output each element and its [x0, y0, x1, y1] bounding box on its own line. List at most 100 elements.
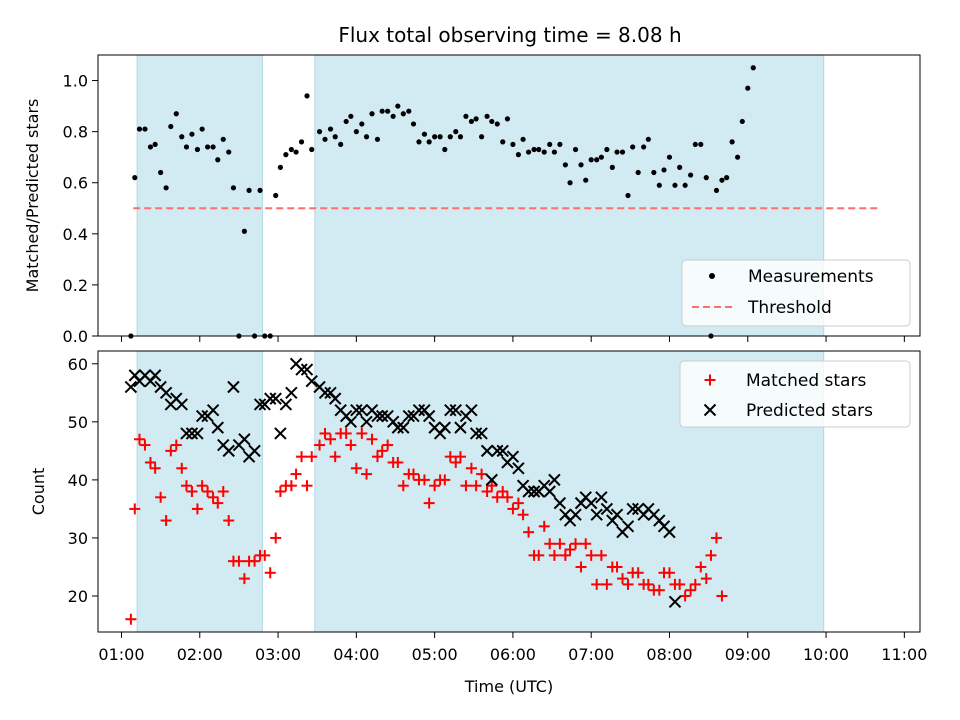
matched-star-point	[695, 561, 707, 573]
measurement-point	[651, 169, 657, 176]
predicted-star-point	[527, 485, 541, 498]
predicted-star-point	[496, 444, 509, 458]
measurement-point	[557, 141, 563, 148]
bottom-panel: 20 30 40 50 60 01:00 02:00 03:00 04:00 05:00 06:0…	[29, 350, 927, 696]
measurement-point	[332, 134, 338, 140]
predicted-star-point	[318, 386, 332, 400]
predicted-star-point	[469, 427, 483, 440]
matched-star-point	[517, 509, 529, 521]
measurement-point	[226, 149, 232, 155]
predicted-star-point	[600, 502, 614, 516]
matched-star-point	[642, 578, 654, 590]
measurement-point	[359, 121, 365, 127]
measurement-point	[132, 175, 138, 181]
matched-star-point	[270, 532, 282, 544]
matched-star-point	[481, 486, 493, 497]
matched-star-point	[439, 474, 451, 486]
measurement-point	[390, 113, 396, 119]
y-tick-label: 60	[68, 355, 88, 374]
matched-star-point	[716, 590, 728, 602]
top-y-axis-label: Matched/Predicted stars	[23, 99, 42, 293]
predicted-star-point	[668, 595, 682, 609]
top-y-ticks: 0.0 0.2 0.4 0.6 0.8 1.0	[63, 72, 98, 346]
matched-star-point	[700, 573, 712, 585]
measurement-point	[666, 154, 673, 160]
measurement-point	[210, 144, 216, 150]
y-tick-label: 1.0	[63, 72, 88, 91]
measurement-point	[136, 126, 143, 132]
measurement-point	[672, 182, 678, 188]
measurement-point	[531, 146, 537, 153]
legend-predicted-marker	[703, 403, 717, 417]
measurement-point	[750, 65, 756, 71]
matched-star-point	[570, 538, 582, 550]
matched-star-point	[356, 427, 368, 439]
predicted-star-point	[621, 520, 635, 533]
measurement-point	[348, 113, 354, 119]
predicted-star-point	[610, 508, 624, 521]
measurement-point	[484, 113, 490, 119]
predicted-star-point	[300, 363, 314, 376]
matched-star-point	[165, 445, 177, 457]
matched-star-point	[476, 468, 488, 480]
measurement-point	[327, 126, 334, 132]
predicted-star-point	[663, 525, 676, 539]
matched-star-point	[191, 503, 203, 515]
matched-star-point	[689, 578, 701, 590]
measurement-point	[625, 192, 631, 199]
measurement-point	[713, 187, 720, 193]
measurement-point	[199, 126, 205, 132]
matched-star-point	[264, 567, 276, 579]
matched-star-point	[548, 549, 560, 561]
predicted-star-point	[569, 508, 582, 521]
measurement-point	[604, 146, 610, 153]
matched-star-point	[361, 468, 373, 480]
matched-star-point	[371, 451, 383, 463]
bottom-x-ticks: 01:00 02:00 03:00 04:00 05:00 06:00 07:00 08:00…	[98, 632, 927, 664]
legend-threshold-label: Threshold	[747, 298, 832, 318]
top-x-ticks	[120, 336, 905, 342]
measurement-point	[641, 144, 647, 150]
matched-star-point	[382, 439, 394, 451]
y-tick-label: 0.8	[63, 123, 88, 142]
measurement-points	[128, 65, 756, 339]
chart-title: Flux total observing time = 8.08 h	[338, 23, 681, 47]
matched-star-point	[454, 451, 466, 463]
shaded-interval-0	[136, 54, 263, 337]
legend-matched-label: Matched stars	[746, 371, 866, 391]
matched-star-point	[585, 549, 597, 561]
matched-star-point	[710, 532, 722, 544]
matched-star-point	[170, 439, 182, 451]
matched-star-point	[340, 427, 352, 439]
predicted-star-point	[506, 450, 520, 463]
matched-star-point	[212, 497, 224, 509]
matched-star-point	[663, 567, 675, 579]
predicted-star-point	[264, 392, 277, 405]
predicted-star-point	[391, 421, 405, 434]
matched-star-point	[196, 480, 208, 492]
x-tick-label: 01:00	[98, 645, 144, 664]
measurement-point	[400, 111, 406, 117]
y-tick-label: 0.4	[63, 225, 88, 244]
legend-measurements-marker	[709, 273, 715, 279]
predicted-star-point	[454, 421, 467, 434]
matched-star-point	[285, 480, 297, 492]
measurement-point	[142, 126, 148, 132]
predicted-star-point	[360, 415, 373, 429]
predicted-star-point	[553, 496, 567, 510]
x-tick-label: 02:00	[177, 645, 223, 664]
matched-star-point	[538, 520, 550, 532]
y-tick-label: 0.2	[63, 276, 88, 295]
measurement-point	[205, 144, 211, 150]
matched-star-point	[314, 439, 326, 451]
predicted-star-point	[626, 502, 639, 516]
matched-star-point	[470, 480, 482, 492]
predicted-star-point	[548, 473, 561, 487]
measurement-point	[562, 162, 568, 168]
measurement-point	[463, 113, 469, 119]
matched-star-point	[444, 451, 456, 463]
bottom-y-axis-label: Count	[29, 468, 48, 516]
measurement-point	[609, 164, 615, 170]
x-tick-label: 09:00	[725, 645, 771, 664]
